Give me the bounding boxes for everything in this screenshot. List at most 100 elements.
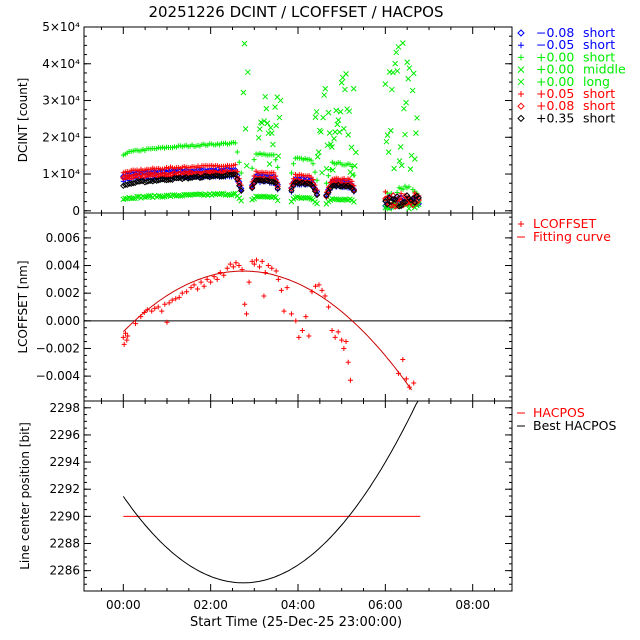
- data-point: [395, 203, 403, 210]
- data-point: [333, 182, 340, 190]
- data-point: [234, 149, 240, 155]
- y-tick-label: 0: [72, 204, 80, 218]
- y-axis-label: Line center position [bit]: [18, 422, 32, 570]
- data-point: [325, 189, 332, 196]
- data-point: [266, 161, 273, 167]
- x-axis-label: Start Time (25-Dec-25 23:00:00): [190, 615, 402, 630]
- lcoffset-point: [155, 304, 161, 310]
- data-point: [338, 183, 346, 190]
- lcoffset-point: [125, 333, 131, 339]
- data-point: [274, 185, 281, 192]
- legend-value: −0.05: [536, 37, 574, 52]
- data-point: [328, 144, 335, 150]
- data-point: [232, 171, 239, 178]
- data-point: [406, 184, 412, 190]
- dcint-points: [120, 40, 422, 212]
- y-tick-label: 2296: [49, 428, 80, 442]
- data-point: [343, 71, 349, 77]
- data-point: [218, 190, 225, 197]
- lcoffset-point: [306, 333, 312, 339]
- lcoffset-point: [242, 301, 248, 307]
- data-point: [292, 179, 299, 186]
- data-point: [262, 93, 269, 100]
- data-point: [327, 185, 334, 192]
- data-point: [323, 165, 330, 172]
- legend-marker: [518, 42, 524, 49]
- data-point: [277, 97, 284, 104]
- legend-type: long: [583, 74, 610, 89]
- data-point: [396, 158, 403, 164]
- data-point: [405, 75, 412, 82]
- lcoffset-point: [262, 269, 268, 275]
- legend-marker: [518, 221, 524, 227]
- data-point: [272, 194, 279, 201]
- data-point: [238, 197, 245, 204]
- legend-type: short: [583, 110, 615, 125]
- data-point: [242, 126, 249, 132]
- data-point: [326, 130, 333, 136]
- legend-label: Fitting curve: [533, 229, 611, 244]
- data-point: [243, 162, 250, 169]
- legend-label: HACPOS: [533, 405, 585, 420]
- data-point: [149, 171, 156, 179]
- data-point: [130, 195, 136, 202]
- y-tick-label: 2298: [49, 401, 80, 415]
- lcoffset-point: [120, 334, 126, 340]
- data-point: [232, 162, 238, 168]
- data-point: [392, 60, 399, 67]
- lcoffset-point: [316, 282, 322, 288]
- lcoffset-point: [251, 261, 257, 267]
- data-point: [288, 187, 295, 194]
- lcoffset-point: [204, 276, 210, 282]
- data-point: [393, 193, 401, 200]
- data-point: [131, 172, 139, 179]
- data-point: [350, 187, 358, 195]
- lcoffset-point: [198, 279, 204, 285]
- lcoffset-point: [322, 293, 328, 299]
- data-point: [308, 157, 314, 163]
- data-point: [415, 194, 422, 202]
- lcoffset-point: [329, 328, 335, 333]
- lcoffset-point: [191, 282, 197, 288]
- data-point: [393, 49, 400, 56]
- data-point: [264, 120, 271, 127]
- data-point: [171, 174, 178, 182]
- lcoffset-panel: −0.004 −0.002 0.000 0.002 0.004 0.006 LCOFFSET…: [16, 212, 513, 402]
- data-point: [353, 149, 359, 156]
- data-point: [336, 129, 343, 135]
- legend-type: short: [583, 98, 615, 113]
- lcoffset-point: [293, 318, 299, 324]
- x-tick-label: 06:00: [368, 598, 403, 612]
- lcoffset-point: [269, 265, 275, 271]
- data-point: [256, 176, 264, 184]
- lcoffset-point: [326, 304, 332, 310]
- lcoffset-point: [152, 305, 158, 311]
- legend-marker: [517, 66, 525, 73]
- data-point: [234, 175, 241, 182]
- lcoffset-point: [243, 311, 249, 317]
- data-point: [313, 108, 320, 115]
- time-axis: 00:00 02:00 04:00 06:00 08:00: [106, 598, 490, 612]
- data-point: [232, 140, 238, 146]
- data-point: [230, 191, 237, 197]
- data-point: [401, 192, 409, 200]
- data-point: [177, 192, 184, 199]
- data-point: [320, 114, 326, 121]
- data-point: [146, 193, 152, 199]
- data-point: [275, 153, 282, 159]
- data-point: [345, 132, 352, 138]
- lcoffset-point: [347, 377, 353, 383]
- data-point: [175, 175, 182, 182]
- lcoffset-point: [259, 258, 265, 264]
- data-point: [397, 144, 404, 150]
- lcoffset-point: [195, 286, 201, 292]
- data-point: [202, 172, 210, 180]
- legend-value: +0.00: [536, 74, 574, 89]
- lcoffset-point: [303, 314, 309, 320]
- lcoffset-point: [288, 311, 294, 317]
- data-point: [382, 189, 388, 195]
- data-point: [134, 193, 140, 200]
- data-point: [309, 183, 317, 191]
- data-point: [331, 135, 337, 142]
- data-point: [414, 115, 420, 121]
